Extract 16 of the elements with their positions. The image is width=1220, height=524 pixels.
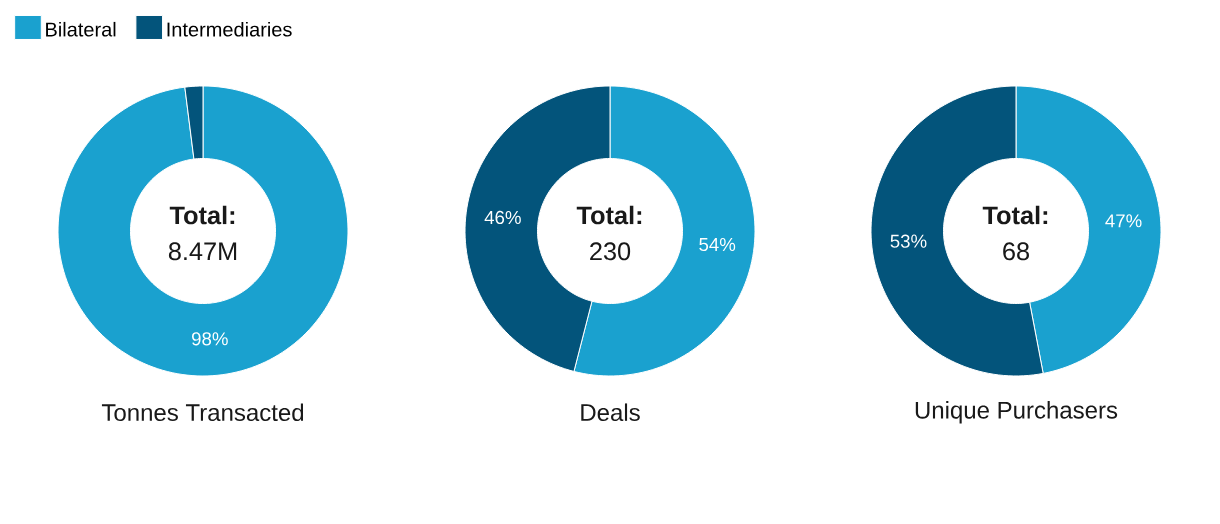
data-label: 46% — [484, 210, 521, 225]
text: 230 — [590, 242, 631, 261]
text: Deals — [581, 403, 640, 422]
text: 68 — [1003, 242, 1029, 261]
legend-label: Intermediaries — [167, 21, 292, 37]
data-label: 53% — [890, 234, 927, 248]
text: Unique Purchasers — [915, 401, 1118, 424]
text: Total: — [576, 205, 642, 225]
text: Total: — [169, 205, 235, 225]
text: Total: — [982, 205, 1048, 225]
text: Tonnes Transacted — [101, 403, 304, 422]
data-label: 98% — [192, 332, 228, 346]
data-label: 47% — [1105, 214, 1142, 228]
legend-label: Bilateral — [46, 21, 116, 37]
data-label: 54% — [699, 237, 736, 252]
text: 8.47M — [168, 242, 237, 261]
